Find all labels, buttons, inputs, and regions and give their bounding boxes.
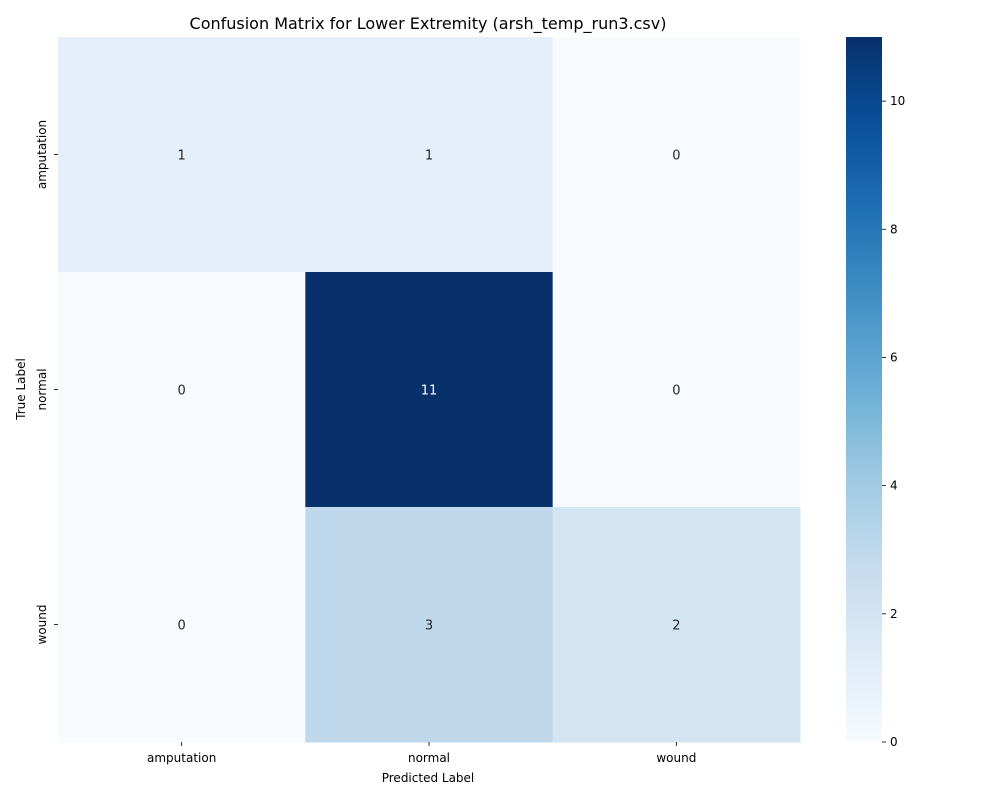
heatmap-cell: [552, 272, 801, 508]
heatmap-cell: [305, 507, 554, 743]
y-axis-ticks: amputation normal wound: [35, 120, 58, 645]
colorbar-tick-label: 8: [890, 222, 898, 236]
colorbar-tick-label: 0: [890, 735, 898, 749]
heatmap-cell-value: 3: [425, 619, 433, 634]
heatmap-cell-value: 1: [425, 149, 433, 164]
y-tick-label: amputation: [35, 120, 49, 189]
colorbar: 0 2 4 6 8 10: [846, 37, 905, 749]
heatmap-cell: [552, 37, 801, 273]
heatmap-cell: [552, 507, 801, 743]
heatmap-cells: [58, 37, 801, 743]
y-axis-label: True Label: [14, 358, 28, 421]
y-tick-label: normal: [35, 368, 49, 410]
heatmap-cell: [58, 272, 306, 508]
heatmap-cell-value: 1: [178, 149, 186, 164]
heatmap-cell-value: 0: [672, 384, 680, 399]
x-axis-ticks: amputation normal wound: [147, 742, 696, 765]
x-tick-label: wound: [656, 751, 696, 765]
colorbar-gradient: [846, 37, 882, 742]
heatmap-cell-value: 0: [178, 619, 186, 634]
heatmap-cell: [305, 37, 554, 273]
colorbar-tick-label: 10: [890, 94, 905, 108]
colorbar-tick-label: 4: [890, 479, 898, 493]
chart-title: Confusion Matrix for Lower Extremity (ar…: [190, 14, 667, 34]
heatmap-cell-value: 0: [178, 384, 186, 399]
heatmap-cell-labels: 1 1 00 11 00 3 2: [178, 149, 681, 634]
heatmap-cell-value: 0: [672, 149, 680, 164]
heatmap-cell: [58, 37, 306, 273]
colorbar-tick-label: 2: [890, 607, 898, 621]
heatmap-cell-value: 2: [672, 619, 680, 634]
colorbar-tick-label: 6: [890, 350, 898, 364]
x-axis-label: Predicted Label: [382, 771, 475, 785]
x-tick-label: normal: [408, 751, 450, 765]
y-tick-label: wound: [35, 605, 49, 645]
x-tick-label: amputation: [147, 751, 216, 765]
heatmap-cell: [58, 507, 306, 743]
heatmap-cell: [305, 272, 554, 508]
heatmap-cell-value: 11: [421, 384, 438, 399]
